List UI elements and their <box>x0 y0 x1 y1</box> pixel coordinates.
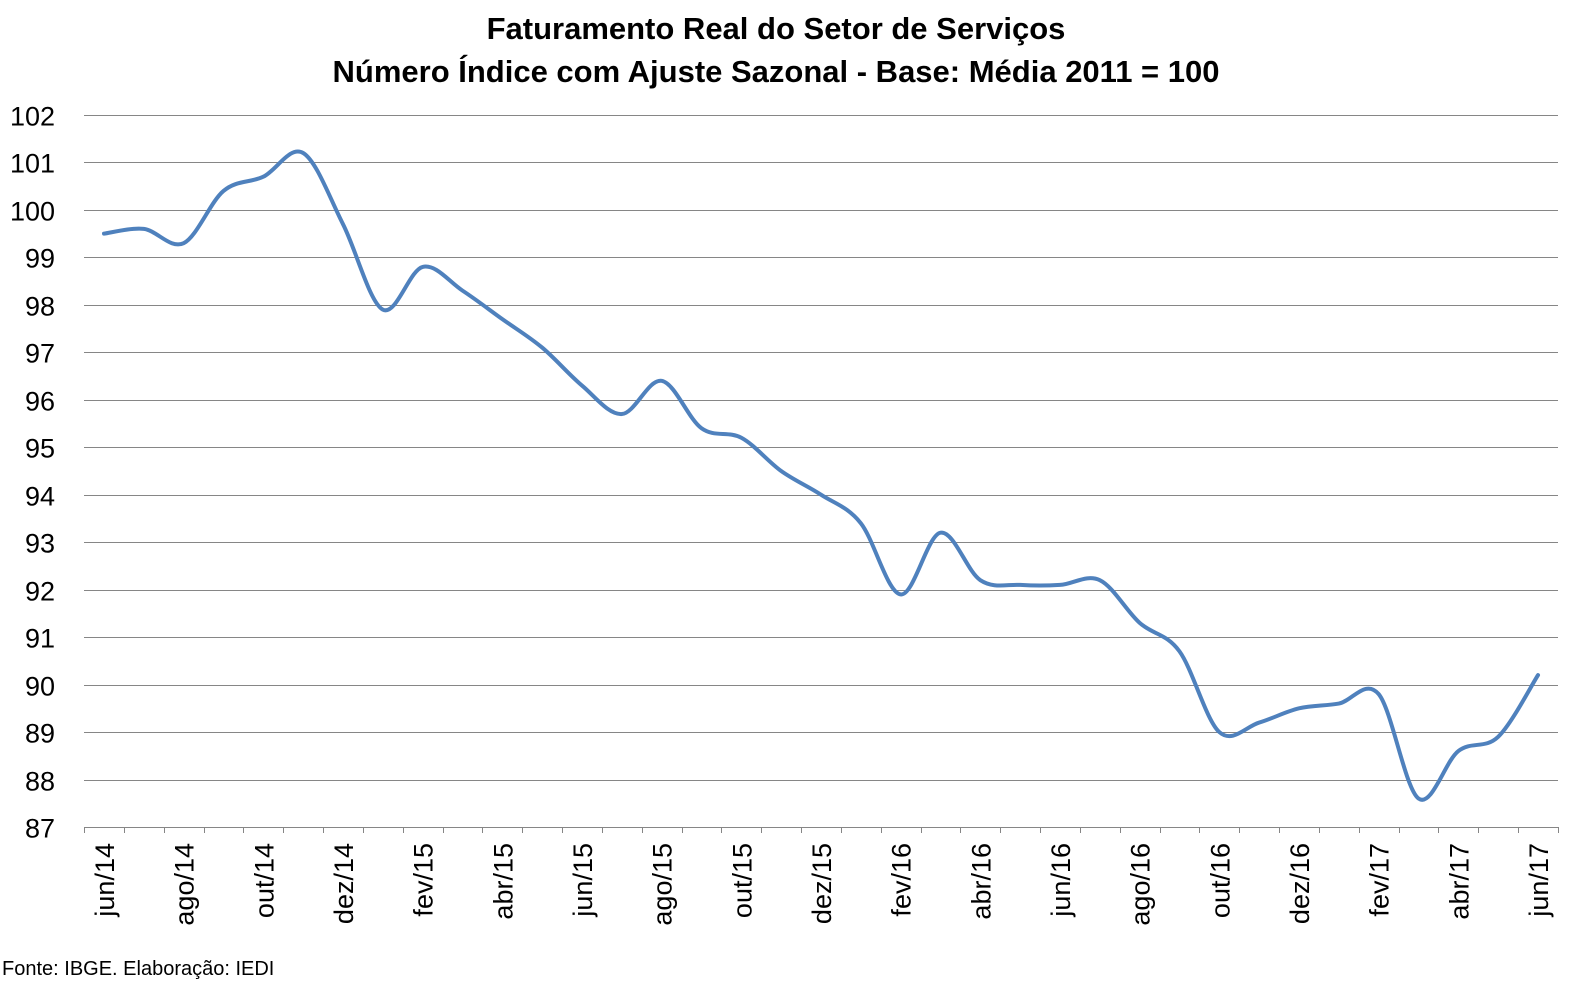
data-point-mar/16 <box>939 531 943 535</box>
data-point-out/16 <box>1217 730 1221 734</box>
chart-subtitle: Número Índice com Ajuste Sazonal - Base:… <box>333 54 1220 89</box>
data-point-jul/15 <box>620 412 624 416</box>
data-point-dez/16 <box>1297 706 1301 710</box>
x-tick-label: abr/15 <box>488 843 518 920</box>
x-tick-label: out/15 <box>727 843 757 918</box>
y-tick-label: 99 <box>25 244 55 274</box>
y-tick-label: 88 <box>25 767 55 797</box>
x-tick-label: ago/15 <box>648 843 678 926</box>
data-point-jun/15 <box>580 384 584 388</box>
data-point-mai/17 <box>1496 735 1500 739</box>
data-point-jan/17 <box>1337 702 1341 706</box>
data-point-mai/15 <box>540 346 544 350</box>
x-tick-label: ago/16 <box>1126 843 1156 926</box>
y-tick-label: 91 <box>25 624 55 654</box>
x-tick-label: dez/14 <box>329 843 359 924</box>
y-tick-label: 100 <box>10 197 55 227</box>
x-tick-label: ago/14 <box>170 843 200 926</box>
data-point-set/15 <box>700 426 704 430</box>
x-tick-label: fev/16 <box>887 843 917 917</box>
data-point-nov/15 <box>779 469 783 473</box>
data-point-jul/14 <box>142 227 146 231</box>
x-tick-label: jun/16 <box>1046 843 1076 918</box>
x-axis-tick-labels: jun/14 ago/14 out/14 dez/14 fev/15 abr/15 jun/… <box>90 843 1554 926</box>
data-point-mar/17 <box>1417 797 1421 801</box>
data-point-set/14 <box>222 189 226 193</box>
data-point-nov/16 <box>1257 721 1261 725</box>
y-tick-label: 101 <box>10 149 55 179</box>
x-tick-label: fev/17 <box>1365 843 1395 917</box>
data-point-fev/17 <box>1377 692 1381 696</box>
data-point-jan/16 <box>859 521 863 525</box>
y-tick-label: 92 <box>25 577 55 607</box>
y-tick-label: 96 <box>25 387 55 417</box>
data-point-fev/16 <box>899 592 903 596</box>
x-tick-label: abr/17 <box>1444 843 1474 920</box>
data-point-set/16 <box>1178 649 1182 653</box>
x-tick-label: out/14 <box>249 843 279 918</box>
y-tick-label: 98 <box>25 292 55 322</box>
data-point-abr/15 <box>500 317 504 321</box>
x-tick-label: jun/14 <box>90 843 120 918</box>
x-tick-label: jun/17 <box>1524 843 1554 918</box>
y-tick-label: 90 <box>25 672 55 702</box>
source-note: Fonte: IBGE. Elaboração: IEDI <box>2 958 274 980</box>
data-point-out/14 <box>261 175 265 179</box>
y-tick-label: 93 <box>25 529 55 559</box>
y-tick-label: 102 <box>10 102 55 132</box>
data-point-ago/14 <box>182 241 186 245</box>
chart-title: Faturamento Real do Setor de Serviços <box>487 11 1066 46</box>
data-point-abr/17 <box>1456 749 1460 753</box>
data-point-abr/16 <box>978 578 982 582</box>
x-tick-label: jun/15 <box>568 843 598 918</box>
data-point-mai/16 <box>1018 583 1022 587</box>
data-point-jun/17 <box>1536 673 1540 677</box>
data-point-mar/15 <box>461 289 465 293</box>
x-tick-label: abr/16 <box>966 843 996 920</box>
data-point-nov/14 <box>301 151 305 155</box>
data-point-dez/14 <box>341 222 345 226</box>
data-point-fev/15 <box>421 265 425 269</box>
plot-series <box>102 149 1540 802</box>
data-point-jun/14 <box>102 232 106 236</box>
y-tick-label: 94 <box>25 482 55 512</box>
data-point-jul/16 <box>1098 578 1102 582</box>
series-line <box>102 149 1540 802</box>
y-axis-tick-labels: 87 88 89 90 91 92 93 94 95 96 97 98 99 100 101 102 <box>10 102 55 844</box>
data-point-dez/15 <box>819 493 823 497</box>
y-tick-label: 97 <box>25 339 55 369</box>
data-point-out/15 <box>739 436 743 440</box>
x-tick-label: out/16 <box>1205 843 1235 918</box>
x-tick-label: dez/16 <box>1285 843 1315 924</box>
y-tick-label: 89 <box>25 719 55 749</box>
gridlines <box>84 115 1559 833</box>
data-point-jan/15 <box>381 308 385 312</box>
data-point-ago/16 <box>1138 621 1142 625</box>
x-tick-label: dez/15 <box>807 843 837 924</box>
y-tick-label: 95 <box>25 434 55 464</box>
data-point-ago/15 <box>660 379 664 383</box>
data-point-jun/16 <box>1058 583 1062 587</box>
x-tick-label: fev/15 <box>409 843 439 917</box>
y-tick-label: 87 <box>25 814 55 844</box>
